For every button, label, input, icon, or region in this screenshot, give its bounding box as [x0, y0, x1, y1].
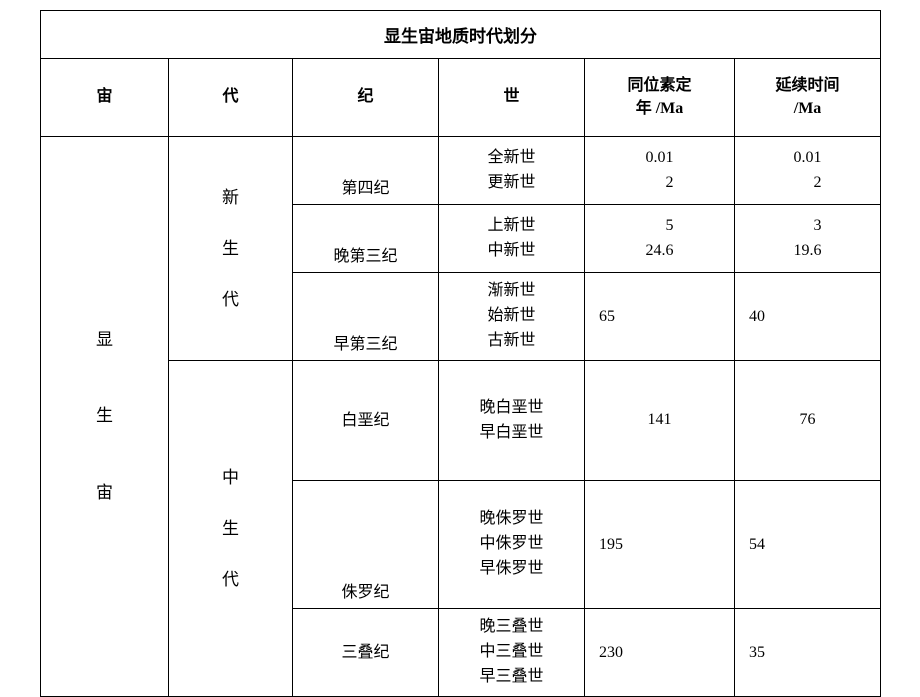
epoch-early-tri: 早三叠世 — [479, 668, 543, 685]
header-isotope: 同位素定 年 /Ma — [585, 59, 735, 137]
cell-epoch-jurassic: 晚侏罗世 中侏罗世 早侏罗世 — [439, 481, 585, 609]
dur-lt-2: 19.6 — [794, 242, 822, 259]
cell-period-cretaceous: 白垩纪 — [293, 361, 439, 481]
header-epoch: 世 — [439, 59, 585, 137]
epoch-eocene: 始新世 — [487, 307, 535, 324]
header-duration-l1: 延续时间 — [776, 77, 840, 94]
epoch-miocene: 中新世 — [487, 242, 535, 259]
eon-char-2: 生 — [96, 406, 113, 425]
header-isotope-l1: 同位素定 — [627, 77, 691, 94]
iso-q-1: 0.01 — [646, 149, 674, 166]
epoch-late-cret: 晚白垩世 — [479, 399, 543, 416]
meso-char-1: 中 — [222, 468, 239, 487]
cell-iso-early-tertiary: 65 — [585, 273, 735, 361]
ceno-char-3: 代 — [222, 290, 239, 309]
eon-char-3: 宙 — [96, 483, 113, 502]
table-title: 显生宙地质时代划分 — [41, 11, 881, 59]
header-duration: 延续时间 /Ma — [735, 59, 881, 137]
epoch-pliocene: 上新世 — [487, 217, 535, 234]
dur-lt-1: 3 — [814, 217, 822, 234]
iso-lt-2: 24.6 — [646, 242, 674, 259]
epoch-early-cret: 早白垩世 — [479, 424, 543, 441]
eon-char-1: 显 — [96, 330, 113, 349]
meso-char-3: 代 — [222, 570, 239, 589]
cell-era-cenozoic: 新 生 代 — [169, 137, 293, 361]
cell-eon: 显 生 宙 — [41, 137, 169, 697]
iso-q-2: 2 — [666, 174, 674, 191]
cell-iso-quaternary: 0.01 2 — [585, 137, 735, 205]
epoch-early-jur: 早侏罗世 — [479, 560, 543, 577]
epoch-paleocene: 古新世 — [487, 332, 535, 349]
epoch-late-tri: 晚三叠世 — [479, 618, 543, 635]
epoch-holocene: 全新世 — [487, 149, 535, 166]
ceno-char-2: 生 — [222, 239, 239, 258]
cell-period-triassic: 三叠纪 — [293, 609, 439, 697]
cell-dur-early-tertiary: 40 — [735, 273, 881, 361]
cell-period-quaternary: 第四纪 — [293, 137, 439, 205]
cell-period-jurassic: 侏罗纪 — [293, 481, 439, 609]
iso-lt-1: 5 — [666, 217, 674, 234]
cell-dur-quaternary: 0.01 2 — [735, 137, 881, 205]
cell-period-late-tertiary: 晚第三纪 — [293, 205, 439, 273]
meso-char-2: 生 — [222, 519, 239, 538]
header-era: 代 — [169, 59, 293, 137]
header-row: 宙 代 纪 世 同位素定 年 /Ma 延续时间 /Ma — [41, 59, 881, 137]
geologic-time-table: 显生宙地质时代划分 宙 代 纪 世 同位素定 年 /Ma 延续时间 /Ma 显 — [40, 10, 881, 697]
cell-iso-cretaceous: 141 — [585, 361, 735, 481]
epoch-mid-tri: 中三叠世 — [479, 643, 543, 660]
header-isotope-l2: 年 /Ma — [636, 100, 684, 117]
cell-dur-triassic: 35 — [735, 609, 881, 697]
cell-era-mesozoic: 中 生 代 — [169, 361, 293, 697]
row-quaternary: 显 生 宙 新 生 代 第四纪 全新世 更新世 0.01 2 — [41, 137, 881, 205]
epoch-oligocene: 渐新世 — [487, 282, 535, 299]
dur-q-1: 0.01 — [794, 149, 822, 166]
epoch-late-jur: 晚侏罗世 — [479, 510, 543, 527]
cell-epoch-quaternary: 全新世 更新世 — [439, 137, 585, 205]
cell-iso-late-tertiary: 5 24.6 — [585, 205, 735, 273]
header-eon: 宙 — [41, 59, 169, 137]
dur-q-2: 2 — [814, 174, 822, 191]
ceno-char-1: 新 — [222, 188, 239, 207]
cell-epoch-triassic: 晚三叠世 中三叠世 早三叠世 — [439, 609, 585, 697]
cell-epoch-early-tertiary: 渐新世 始新世 古新世 — [439, 273, 585, 361]
title-row: 显生宙地质时代划分 — [41, 11, 881, 59]
cell-iso-jurassic: 195 — [585, 481, 735, 609]
epoch-pleistocene: 更新世 — [487, 174, 535, 191]
cell-epoch-late-tertiary: 上新世 中新世 — [439, 205, 585, 273]
cell-iso-triassic: 230 — [585, 609, 735, 697]
cell-dur-late-tertiary: 3 19.6 — [735, 205, 881, 273]
header-duration-l2: /Ma — [794, 100, 822, 117]
cell-dur-jurassic: 54 — [735, 481, 881, 609]
cell-period-early-tertiary: 早第三纪 — [293, 273, 439, 361]
epoch-mid-jur: 中侏罗世 — [479, 535, 543, 552]
cell-dur-cretaceous: 76 — [735, 361, 881, 481]
cell-epoch-cretaceous: 晚白垩世 早白垩世 — [439, 361, 585, 481]
header-period: 纪 — [293, 59, 439, 137]
